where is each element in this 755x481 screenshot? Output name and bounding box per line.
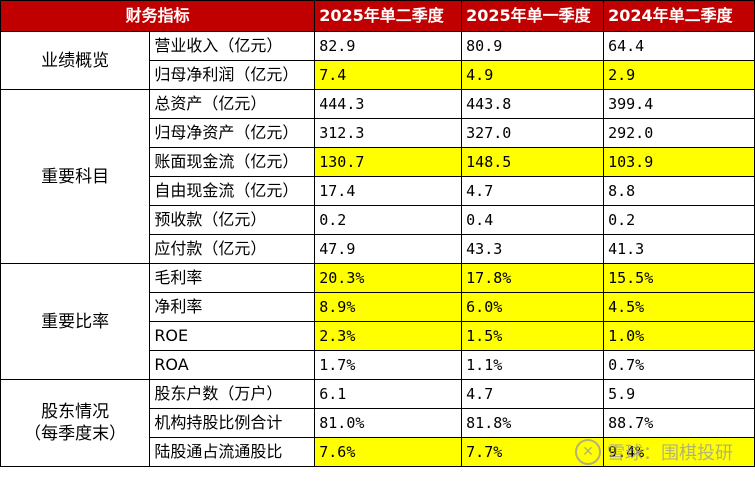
table-row: 账面现金流（亿元） 130.7 148.5 103.9 <box>1 147 755 177</box>
header-2024-q2: 2024年单二季度 <box>603 0 755 32</box>
value-cell: 4.7 <box>461 176 605 206</box>
value-cell: 443.8 <box>461 89 605 119</box>
table-row: 陆股通占流通股比 7.6% 7.7% 9.4% <box>1 437 755 467</box>
row-label: 陆股通占流通股比 <box>149 437 316 467</box>
value-cell: 5.9 <box>603 379 755 409</box>
value-cell: 0.4 <box>461 205 605 235</box>
table-row: 业绩概览 营业收入（亿元） 82.9 80.9 64.4 <box>0 31 755 90</box>
table-row: 重要比率 毛利率 20.3% 17.8% 15.5% <box>0 263 755 380</box>
value-cell: 327.0 <box>461 118 605 148</box>
value-cell: 64.4 <box>603 31 755 61</box>
value-cell: 1.7% <box>314 350 463 380</box>
value-cell: 80.9 <box>461 31 605 61</box>
value-cell: 2.9 <box>603 60 755 90</box>
row-label: ROA <box>149 350 316 380</box>
value-cell: 0.7% <box>603 350 755 380</box>
category-key-items: 重要科目 <box>0 89 151 264</box>
value-cell: 292.0 <box>603 118 755 148</box>
value-cell: 17.4 <box>314 176 463 206</box>
value-cell: 2.3% <box>314 321 463 351</box>
value-cell: 81.8% <box>461 408 605 438</box>
table-row: 重要科目 总资产（亿元） 444.3 443.8 399.4 <box>0 89 755 264</box>
value-cell: 6.0% <box>461 292 605 322</box>
value-cell: 0.2 <box>603 205 755 235</box>
value-cell: 399.4 <box>603 89 755 119</box>
table-row: 归母净利润（亿元） 7.4 4.9 2.9 <box>1 60 755 90</box>
table-row: 预收款（亿元） 0.2 0.4 0.2 <box>1 205 755 235</box>
table-header-row: 财务指标 2025年单二季度 2025年单一季度 2024年单二季度 <box>0 0 755 32</box>
watermark-text: 雪球：围棋投研 <box>607 443 733 464</box>
row-label: 预收款（亿元） <box>149 205 316 235</box>
value-cell: 9.4% <box>603 437 755 467</box>
row-label: 营业收入（亿元） <box>149 31 316 61</box>
value-cell: 0.2 <box>314 205 463 235</box>
financial-indicators-table: 财务指标 2025年单二季度 2025年单一季度 2024年单二季度 业绩概览营… <box>0 0 755 467</box>
value-cell: 43.3 <box>461 234 605 264</box>
value-cell: 8.8 <box>603 176 755 206</box>
value-cell: 7.6% <box>314 437 463 467</box>
value-cell: 1.1% <box>461 350 605 380</box>
row-label: 归母净资产（亿元） <box>149 118 316 148</box>
row-label: 自由现金流（亿元） <box>149 176 316 206</box>
table-row: 应付款（亿元） 47.9 43.3 41.3 <box>1 234 755 264</box>
value-cell: 4.7 <box>461 379 605 409</box>
value-cell: 17.8% <box>461 263 605 293</box>
row-label: 毛利率 <box>149 263 316 293</box>
value-cell: 4.5% <box>603 292 755 322</box>
category-performance-overview: 业绩概览 <box>0 31 151 90</box>
header-indicator: 财务指标 <box>0 0 316 32</box>
value-cell: 7.4 <box>314 60 463 90</box>
value-cell: 4.9 <box>461 60 605 90</box>
value-cell: 6.1 <box>314 379 463 409</box>
row-label: 机构持股比例合计 <box>149 408 316 438</box>
row-label: 账面现金流（亿元） <box>149 147 316 177</box>
category-key-ratios: 重要比率 <box>0 263 151 380</box>
value-cell: 1.5% <box>461 321 605 351</box>
value-cell: 47.9 <box>314 234 463 264</box>
value-cell: 8.9% <box>314 292 463 322</box>
value-cell: 148.5 <box>461 147 605 177</box>
row-label: 净利率 <box>149 292 316 322</box>
table-row: 股东情况 （每季度末） 股东户数（万户） 6.1 4.7 5.9 <box>0 379 755 467</box>
table-row: 归母净资产（亿元） 312.3 327.0 292.0 <box>1 118 755 148</box>
table-row: 机构持股比例合计 81.0% 81.8% 88.7% <box>1 408 755 438</box>
value-cell: 41.3 <box>603 234 755 264</box>
row-label: ROE <box>149 321 316 351</box>
category-shareholders: 股东情况 （每季度末） <box>0 379 151 467</box>
value-cell: 82.9 <box>314 31 463 61</box>
value-cell: 20.3% <box>314 263 463 293</box>
snowball-logo-icon: ✕ <box>575 439 601 465</box>
value-cell: 15.5% <box>603 263 755 293</box>
table-row: 净利率 8.9% 6.0% 4.5% <box>1 292 755 322</box>
header-2025-q2: 2025年单二季度 <box>314 0 463 32</box>
row-label: 归母净利润（亿元） <box>149 60 316 90</box>
value-cell: 1.0% <box>603 321 755 351</box>
header-2025-q1: 2025年单一季度 <box>461 0 605 32</box>
table-body: 业绩概览 营业收入（亿元） 82.9 80.9 64.4 归母净利润（亿元） 7.4 4.9 2… <box>0 31 755 467</box>
value-cell: 444.3 <box>314 89 463 119</box>
value-cell: 312.3 <box>314 118 463 148</box>
value-cell: 103.9 <box>603 147 755 177</box>
row-label: 应付款（亿元） <box>149 234 316 264</box>
row-label: 股东户数（万户） <box>149 379 316 409</box>
value-cell: 130.7 <box>314 147 463 177</box>
watermark: ✕ 雪球：围棋投研 <box>575 439 733 465</box>
row-label: 总资产（亿元） <box>149 89 316 119</box>
value-cell: 88.7% <box>603 408 755 438</box>
value-cell: 81.0% <box>314 408 463 438</box>
table-row: 自由现金流（亿元） 17.4 4.7 8.8 <box>1 176 755 206</box>
